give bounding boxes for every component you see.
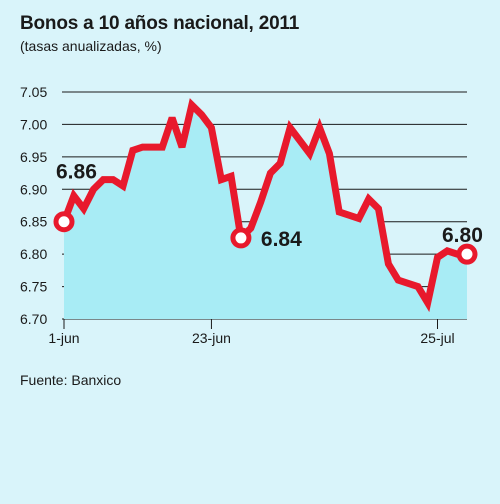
data-label: 6.84 <box>261 228 302 251</box>
data-labels: 6.86 6.84 6.80 <box>56 161 483 251</box>
annotation-markers <box>53 211 478 265</box>
data-marker <box>53 211 75 233</box>
data-label: 6.80 <box>442 224 483 247</box>
chart-subtitle: (tasas anualizadas, %) <box>20 38 162 54</box>
series-line <box>60 98 467 313</box>
y-tick-label: 6.90 <box>20 181 47 197</box>
y-tick-label: 6.70 <box>20 311 47 327</box>
x-axis-ticks: 1-jun 23-jun 25-jul <box>48 319 455 346</box>
y-axis-labels: 7.05 7.00 6.95 6.90 6.85 6.80 6.75 6.70 <box>20 84 47 327</box>
data-marker <box>230 227 252 249</box>
x-tick-label: 23-jun <box>192 330 231 346</box>
y-tick-label: 7.00 <box>20 116 47 132</box>
source-note: Fuente: Banxico <box>20 372 122 388</box>
y-tick-label: 6.95 <box>20 149 47 165</box>
x-tick-label: 1-jun <box>48 330 79 346</box>
x-tick-label: 25-jul <box>420 330 454 346</box>
chart-title: Bonos a 10 años nacional, 2011 <box>20 13 300 34</box>
y-tick-label: 6.75 <box>20 279 47 295</box>
data-marker <box>456 243 478 265</box>
data-label: 6.86 <box>56 161 97 184</box>
y-tick-label: 6.85 <box>20 214 47 230</box>
series-area <box>64 105 467 319</box>
y-tick-label: 7.05 <box>20 84 47 100</box>
y-tick-label: 6.80 <box>20 246 47 262</box>
